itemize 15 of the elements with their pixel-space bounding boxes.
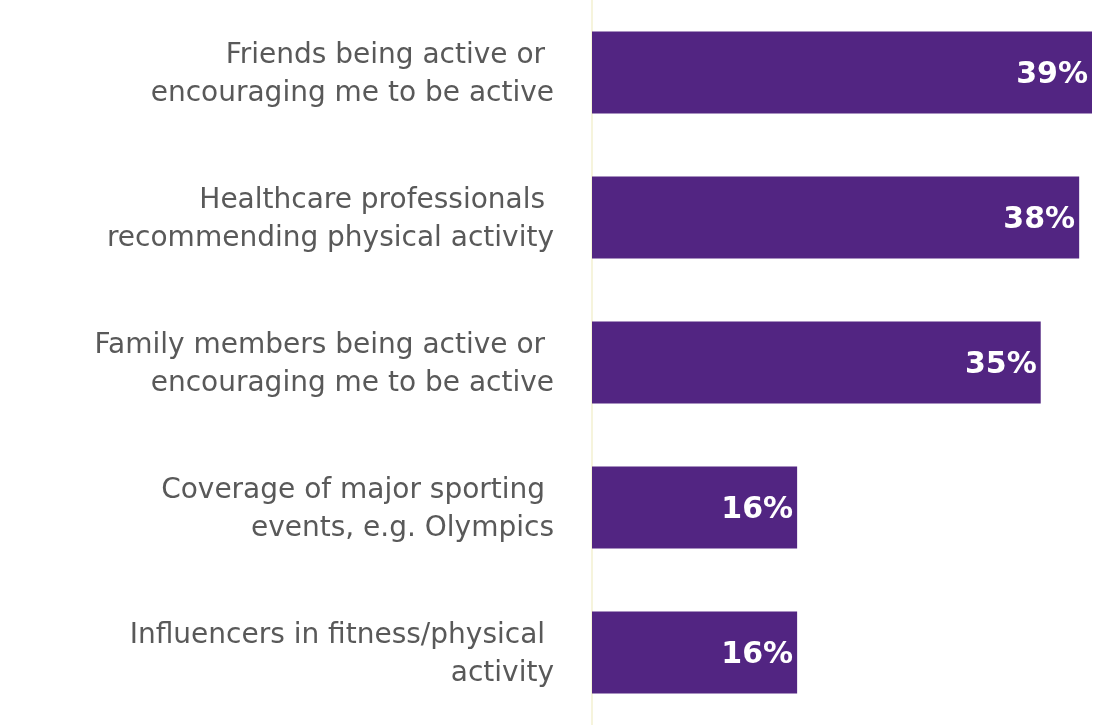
bar (592, 176, 1080, 259)
data-label: 16% (721, 635, 794, 670)
y-tick-label: Coverage of major sporting events, e.g. Olympics (161, 472, 554, 543)
data-label: 39% (1016, 55, 1088, 90)
y-tick-label: Family members being active or encouraging me to be active (94, 327, 554, 398)
data-label: 16% (721, 490, 794, 525)
y-tick-label: Influencers in fitness/physical activity (129, 617, 554, 688)
bar (592, 31, 1092, 114)
data-label: 35% (964, 345, 1037, 380)
bar (592, 611, 798, 694)
data-label: 38% (1003, 200, 1076, 235)
y-tick-label: Healthcare professionals recommending physical activity (106, 182, 554, 253)
bar (592, 321, 1041, 404)
y-tick-label: Friends being active or encouraging me to be active (150, 37, 554, 108)
bar (592, 466, 798, 549)
